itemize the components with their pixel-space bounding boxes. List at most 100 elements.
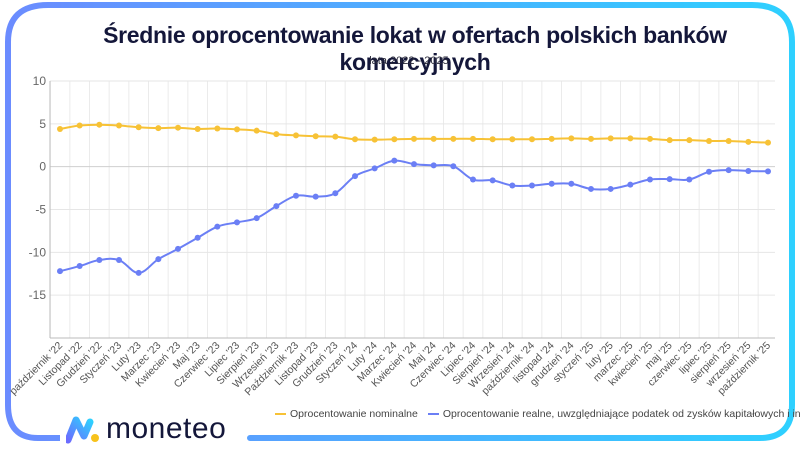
chart-title: Średnie oprocentowanie lokat w ofertach … (103, 22, 727, 75)
data-point-nominal (293, 132, 299, 139)
data-point-real (548, 180, 555, 187)
data-point-nominal (371, 136, 378, 143)
data-point-nominal (725, 137, 732, 144)
moneteo-logo-text: moneteo (106, 412, 227, 445)
data-point-real (430, 162, 437, 169)
data-point-real (76, 263, 83, 270)
data-point-nominal (391, 136, 398, 143)
data-point-real (745, 167, 752, 174)
data-point-real (391, 157, 398, 164)
data-point-nominal (470, 135, 476, 142)
data-point-nominal (529, 136, 535, 143)
data-point-real (470, 176, 476, 183)
series-line-real (59, 159, 769, 274)
data-point-real (725, 167, 732, 174)
data-point-nominal (548, 135, 555, 142)
data-point-real (116, 257, 122, 264)
legend-swatch-nominal (275, 413, 286, 415)
data-point-real (135, 269, 142, 276)
legend: Oprocentowanie nominalne Oprocentowanie … (275, 408, 800, 420)
data-point-real (214, 223, 221, 230)
series-lines (59, 123, 769, 274)
legend-item-nominal[interactable]: Oprocentowanie nominalne (275, 408, 418, 420)
frame-border (5, 2, 795, 441)
data-point-nominal (175, 124, 181, 131)
series-points (57, 121, 771, 276)
data-point-real (450, 163, 457, 170)
data-point-real (568, 180, 575, 187)
data-point-nominal (686, 137, 693, 144)
data-point-nominal (352, 136, 358, 143)
data-point-nominal (116, 122, 122, 129)
data-point-real (489, 177, 496, 184)
data-point-nominal (57, 125, 63, 132)
legend-label-nominal: Oprocentowanie nominalne (290, 408, 418, 420)
data-point-nominal (253, 127, 260, 134)
data-point-nominal (76, 122, 83, 129)
data-point-nominal (430, 135, 437, 142)
data-point-real (765, 168, 771, 175)
data-point-nominal (627, 135, 634, 142)
data-point-real (686, 176, 693, 183)
data-point-nominal (411, 135, 417, 142)
y-tick-label: 10 (33, 74, 47, 88)
data-point-real (312, 193, 319, 200)
data-point-real (411, 161, 417, 168)
data-point-nominal (450, 135, 457, 142)
data-point-nominal (489, 136, 496, 143)
data-point-real (352, 173, 358, 180)
data-point-nominal (312, 133, 319, 140)
legend-label-real: Oprocentowanie realne, uwzględniające po… (442, 408, 800, 420)
y-tick-label: -15 (29, 288, 47, 302)
y-tick-label: 0 (39, 160, 46, 174)
data-point-nominal (647, 135, 653, 142)
data-point-real (175, 245, 181, 252)
data-point-nominal (666, 137, 673, 144)
data-point-nominal (234, 126, 240, 133)
data-point-nominal (588, 135, 594, 142)
grid (49, 80, 775, 339)
data-point-real (253, 215, 260, 222)
data-point-nominal (96, 121, 103, 128)
y-axis-ticks: 10 5 0 -5 -10 -15 (29, 74, 47, 302)
data-point-real (371, 165, 378, 172)
data-point-real (194, 234, 201, 241)
legend-swatch-real (427, 413, 439, 415)
y-tick-label: 5 (39, 117, 46, 131)
data-point-nominal (509, 136, 516, 143)
data-point-nominal (155, 125, 162, 132)
data-point-nominal (568, 135, 575, 142)
data-point-real (607, 185, 614, 192)
data-point-nominal (765, 139, 771, 146)
data-point-real (57, 268, 63, 275)
data-point-real (509, 182, 516, 189)
data-point-real (96, 257, 103, 264)
data-point-real (666, 176, 673, 183)
data-point-real (647, 176, 653, 183)
data-point-real (155, 256, 162, 263)
data-point-real (706, 168, 712, 175)
data-point-nominal (135, 124, 142, 131)
data-point-nominal (273, 131, 280, 138)
data-point-nominal (607, 135, 614, 142)
data-point-nominal (706, 137, 712, 144)
data-point-nominal (332, 133, 339, 140)
y-tick-label: -10 (29, 245, 47, 259)
y-tick-label: -5 (35, 203, 46, 217)
data-point-real (332, 190, 339, 197)
data-point-real (273, 203, 280, 210)
moneteo-logo: moneteo (60, 412, 233, 446)
data-point-real (627, 181, 634, 188)
chart-subtitle: lata 2022 - 2025 (369, 55, 449, 67)
data-point-nominal (745, 138, 752, 145)
data-point-nominal (194, 125, 201, 132)
legend-item-real[interactable]: Oprocentowanie realne, uwzględniające po… (427, 408, 800, 420)
data-point-nominal (214, 125, 221, 132)
data-point-real (234, 219, 240, 226)
data-point-real (588, 185, 594, 192)
data-point-real (293, 192, 299, 199)
data-point-real (529, 182, 535, 189)
